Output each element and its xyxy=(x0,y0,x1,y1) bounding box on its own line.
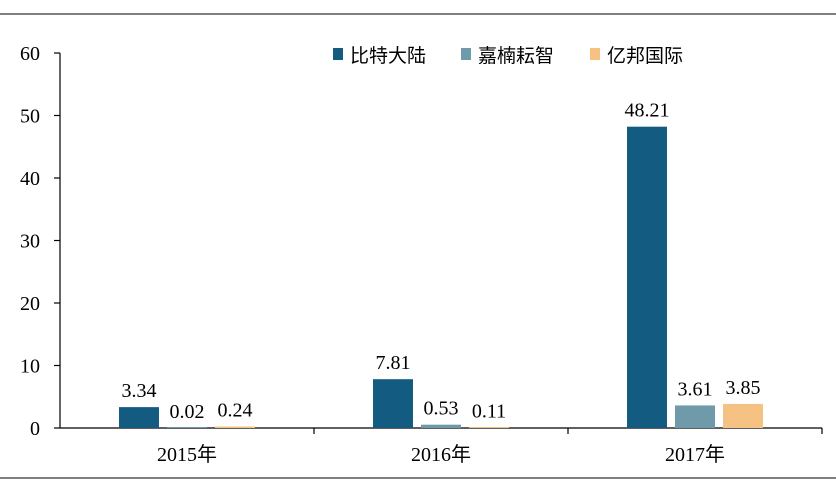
y-tick-label: 50 xyxy=(20,106,40,128)
bar-value-label: 0.11 xyxy=(472,400,506,422)
bar-value-label: 3.61 xyxy=(678,378,713,400)
legend: 比特大陆 嘉楠耘智 亿邦国际 xyxy=(333,45,683,67)
bar-value-label: 7.81 xyxy=(376,352,411,374)
legend-swatch xyxy=(461,48,471,60)
bars: 3.34 7.81 48.21 0.02 0.53 3.61 0.24 0.11 3.85 xyxy=(119,100,763,428)
y-tick-label: 40 xyxy=(20,168,40,190)
bar xyxy=(373,379,413,428)
y-tick-label: 30 xyxy=(20,231,40,253)
bar-value-label: 3.34 xyxy=(122,380,157,402)
y-axis: 0 10 20 30 40 50 60 xyxy=(20,43,61,440)
bar-value-label: 3.85 xyxy=(726,377,761,399)
bar xyxy=(167,427,207,428)
bar-value-label: 0.24 xyxy=(218,400,253,422)
legend-swatch xyxy=(590,48,600,60)
bar-value-label: 0.53 xyxy=(424,398,459,420)
bar xyxy=(627,126,667,428)
bar xyxy=(469,427,509,428)
bar xyxy=(215,426,255,428)
bar xyxy=(675,405,715,428)
bar-value-label: 0.02 xyxy=(170,401,205,423)
x-category-label: 2017年 xyxy=(665,443,725,466)
x-axis: 2015年 2016年 2017年 xyxy=(60,427,823,466)
x-category-label: 2015年 xyxy=(157,443,217,466)
bar xyxy=(119,407,159,428)
y-tick-label: 0 xyxy=(30,418,40,440)
x-category-label: 2016年 xyxy=(411,443,471,466)
bar xyxy=(421,424,461,428)
bar-value-label: 48.21 xyxy=(625,100,670,122)
legend-label: 嘉楠耘智 xyxy=(478,45,554,67)
legend-label: 亿邦国际 xyxy=(607,45,683,67)
y-tick-label: 60 xyxy=(20,43,40,65)
legend-label: 比特大陆 xyxy=(350,45,426,67)
y-tick-label: 20 xyxy=(20,293,40,315)
legend-swatch xyxy=(333,48,343,60)
bar xyxy=(723,403,763,428)
y-tick-label: 10 xyxy=(20,356,40,378)
